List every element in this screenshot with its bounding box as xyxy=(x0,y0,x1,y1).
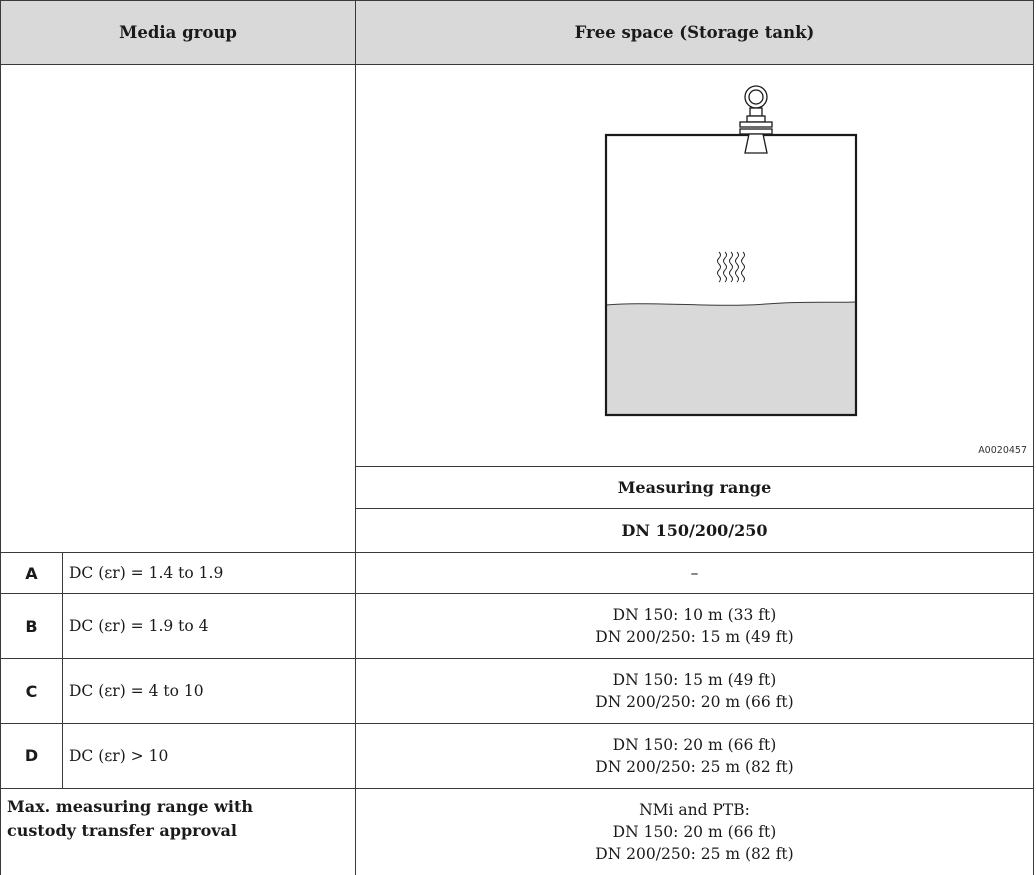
dielectric-constant: DC (εr) = 1.4 to 1.9 xyxy=(62,551,356,595)
empty-cell xyxy=(0,63,356,553)
range-value: DN 150: 10 m (33 ft) DN 200/250: 15 m (4… xyxy=(355,593,1034,660)
measuring-range-label: Measuring range xyxy=(355,465,1034,509)
measuring-range-row: Measuring range xyxy=(1,465,1034,509)
approval-row: Max. measuring range with custody transf… xyxy=(0,787,1034,875)
range-value: DN 150: 20 m (66 ft) DN 200/250: 25 m (8… xyxy=(355,722,1034,789)
approval-values: NMi and PTB: DN 150: 20 m (66 ft) DN 200… xyxy=(355,787,1034,875)
table-row: B DC (εr) = 1.9 to 4 DN 150: 10 m (33 ft… xyxy=(0,593,1034,660)
nominal-size-label: DN 150/200/250 xyxy=(355,507,1034,553)
media-group-letter: D xyxy=(0,722,63,789)
media-group-letter: B xyxy=(0,593,63,660)
media-group-letter: C xyxy=(0,658,63,724)
range-value: DN 150: 15 m (49 ft) DN 200/250: 20 m (6… xyxy=(355,658,1034,724)
radar-transmitter-icon xyxy=(739,85,773,154)
dielectric-constant: DC (εr) = 4 to 10 xyxy=(62,658,356,724)
table-row: D DC (εr) > 10 DN 150: 20 m (66 ft) DN 2… xyxy=(0,722,1034,789)
figure-code: A0020457 xyxy=(978,444,1027,456)
storage-tank-diagram xyxy=(604,85,858,416)
nominal-size-row: DN 150/200/250 xyxy=(1,507,1034,553)
table-header-row: Media group Free space (Storage tank) xyxy=(0,0,1034,65)
free-space-header: Free space (Storage tank) xyxy=(355,0,1034,65)
dielectric-constant: DC (εr) = 1.9 to 4 xyxy=(62,593,356,660)
liquid-fill xyxy=(606,301,856,415)
media-group-letter: A xyxy=(0,551,63,595)
approval-label: Max. measuring range with custody transf… xyxy=(0,787,356,875)
media-group-header: Media group xyxy=(0,0,356,65)
tank-outline xyxy=(604,133,858,416)
figure-row: A0020457 xyxy=(0,63,1034,553)
liquid-surface xyxy=(605,301,857,306)
vapour-lines xyxy=(717,251,745,283)
dielectric-constant: DC (εr) > 10 xyxy=(62,722,356,789)
table-row: A DC (εr) = 1.4 to 1.9 – xyxy=(0,551,1034,595)
table-row: C DC (εr) = 4 to 10 DN 150: 15 m (49 ft)… xyxy=(0,658,1034,724)
range-value: – xyxy=(355,551,1034,595)
storage-tank-figure-cell: A0020457 xyxy=(355,63,1034,467)
